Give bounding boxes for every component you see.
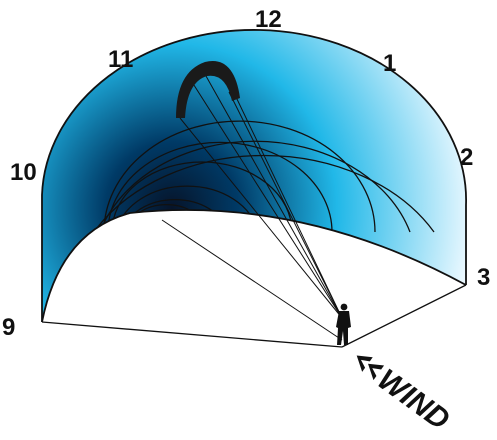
dome-outline: [41, 29, 467, 323]
clock-label-9: 9: [2, 314, 15, 341]
clock-label-2: 2: [460, 144, 473, 171]
ground-line-left: [41, 321, 343, 348]
ground-line-right: [341, 284, 467, 348]
clock-label-11: 11: [108, 46, 133, 73]
kite-lines: [161, 75, 343, 341]
kiter-silhouette-icon: [336, 303, 351, 345]
wind-arrow-icon: [356, 355, 385, 381]
dome-outer-edge: [41, 29, 467, 322]
kite-line-3: [205, 75, 343, 319]
clock-label-3: 3: [477, 264, 490, 291]
wind-label: WIND: [371, 363, 455, 437]
kite-line-4: [235, 96, 343, 319]
clock-labels: 9 10 11 12 1 2 3: [2, 6, 490, 341]
ground-lines: [41, 284, 467, 348]
kite-line-5: [228, 91, 343, 319]
dome-inner-edge: [41, 209, 467, 323]
zone-arc-2: [99, 140, 411, 233]
clock-label-12: 12: [255, 6, 282, 33]
kite-icon: [176, 61, 240, 118]
center-line: [161, 219, 343, 341]
kite-line-2: [191, 81, 343, 319]
zone-arc-6: [115, 185, 259, 233]
kite-line-1: [179, 117, 343, 319]
clock-label-1: 1: [383, 50, 396, 77]
wind-window-dome: [42, 29, 467, 323]
zone-arc-5: [111, 161, 293, 233]
power-zone-arcs: [93, 120, 435, 233]
wind-indicator: WIND: [356, 355, 456, 437]
clock-label-10: 10: [10, 159, 37, 186]
zone-arc-3: [103, 120, 376, 233]
zone-arc-4: [107, 141, 333, 233]
